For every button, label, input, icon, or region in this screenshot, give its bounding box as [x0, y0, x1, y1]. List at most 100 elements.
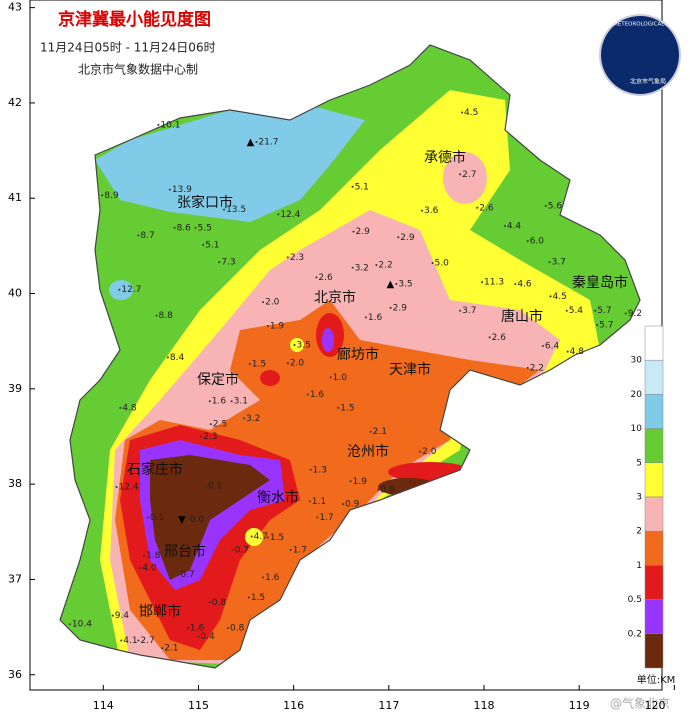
lat-tick-label: 43 — [8, 1, 22, 14]
contour-fill — [150, 455, 270, 580]
station-dot — [351, 185, 354, 188]
station-dot — [293, 344, 296, 346]
station-value: 5.0 — [435, 259, 450, 269]
station-dot — [488, 336, 491, 339]
station-dot — [548, 261, 551, 264]
contour-fill — [245, 528, 263, 546]
station-dot — [101, 194, 104, 197]
station-value: 3.2 — [246, 414, 260, 424]
station-value: 1.0 — [333, 373, 348, 383]
station-dot — [351, 266, 354, 269]
station-value: 21.7 — [258, 138, 278, 148]
station-value: 0.7 — [235, 545, 249, 555]
station-value: 2.5 — [213, 420, 227, 430]
station-value: 2.0 — [290, 359, 305, 369]
title: 京津冀最小能见度图 — [58, 9, 211, 30]
station-dot — [349, 480, 352, 483]
station-value: 4.4 — [507, 221, 522, 231]
station-value: 2.6 — [479, 203, 494, 213]
station-dot — [262, 301, 265, 304]
station-value: 3.2 — [355, 263, 369, 273]
station-value: 0.9 — [380, 485, 395, 495]
legend-level: 20 — [631, 390, 643, 400]
lat-tick-label: 39 — [8, 382, 22, 395]
station-symbol: ▲ — [247, 137, 255, 148]
station-dot — [514, 283, 517, 286]
station-dot — [342, 503, 345, 506]
station-dot — [209, 423, 212, 426]
lat-tick-label: 38 — [8, 477, 22, 490]
station-value: 1.1 — [312, 497, 326, 507]
station-dot — [395, 283, 398, 286]
legend-level: 10 — [631, 424, 643, 434]
logo-text: 北京市气象局 — [630, 78, 666, 86]
station-value: 5.6 — [548, 201, 563, 211]
contour-fill — [95, 108, 365, 222]
station-value: 10.1 — [160, 120, 180, 130]
station-dot — [481, 281, 484, 284]
station-dot — [277, 213, 280, 216]
station-value: 1.5 — [252, 360, 266, 370]
station-value: 11.3 — [484, 278, 504, 288]
station-value: 1.5 — [251, 593, 265, 603]
legend-swatch — [644, 359, 664, 395]
station-value: 3.1 — [234, 397, 248, 407]
station-dot — [329, 376, 332, 379]
station-dot — [266, 324, 269, 327]
station-dot — [194, 226, 197, 229]
station-dot — [226, 627, 229, 630]
city-label: 天津市 — [389, 361, 431, 378]
station-dot — [476, 206, 479, 209]
unit-label: 单位:KM — [637, 673, 676, 686]
station-value: 1.6 — [212, 397, 227, 407]
lon-tick-label: 119 — [569, 699, 590, 712]
station-dot — [459, 309, 462, 312]
period: 11月24日05时 - 11月24日06时 — [40, 41, 216, 55]
station-dot — [146, 516, 149, 519]
station-value: 0.8 — [212, 598, 227, 608]
station-dot — [352, 230, 355, 233]
station-value: 1.5 — [270, 533, 284, 543]
station-value: 5.1 — [355, 182, 369, 192]
station-dot — [137, 639, 140, 642]
legend-swatch — [644, 633, 664, 669]
station-dot — [247, 596, 250, 599]
station-value: 0.4 — [200, 632, 215, 642]
city-label: 邢台市 — [164, 543, 206, 560]
station-value: 2.3 — [290, 253, 304, 263]
city-label: 唐山市 — [501, 308, 543, 325]
station-value: 2.2 — [530, 363, 544, 373]
station-dot — [115, 486, 118, 489]
station-dot — [544, 204, 547, 207]
station-value: 2.9 — [356, 227, 371, 237]
station-dot — [168, 188, 171, 191]
station-value: 2.9 — [393, 303, 408, 313]
station-dot — [137, 234, 140, 237]
legend-swatch — [644, 394, 664, 429]
station-dot — [286, 256, 289, 259]
station-value: 1.6 — [265, 573, 280, 583]
station-value: 3.7 — [462, 306, 476, 316]
contour-fill — [290, 338, 304, 352]
station-dot — [375, 263, 378, 266]
legend-swatch — [644, 428, 664, 464]
lat-tick-label: 36 — [8, 668, 22, 681]
station-value: 9.4 — [115, 611, 130, 621]
station-dot — [173, 226, 176, 229]
station-value: 5.1 — [205, 240, 219, 250]
contour-fill — [260, 370, 280, 386]
legend-swatch — [644, 565, 664, 600]
legend-swatch — [644, 599, 664, 635]
city-label: 秦皇岛市 — [572, 274, 628, 291]
station-value: 1.7 — [293, 545, 307, 555]
legend-level: 0.5 — [628, 595, 642, 605]
station-value: 2.1 — [373, 427, 387, 437]
station-value: 4.8 — [570, 347, 585, 357]
station-value: 4.0 — [142, 564, 157, 574]
station-value: 0.9 — [345, 500, 360, 510]
logo: BEIJING METEOROLOGICAL SERVICE 北京市气象局 — [591, 14, 690, 96]
station-value: 5.7 — [597, 306, 611, 316]
station-dot — [118, 288, 121, 291]
logo-disc — [599, 14, 681, 96]
